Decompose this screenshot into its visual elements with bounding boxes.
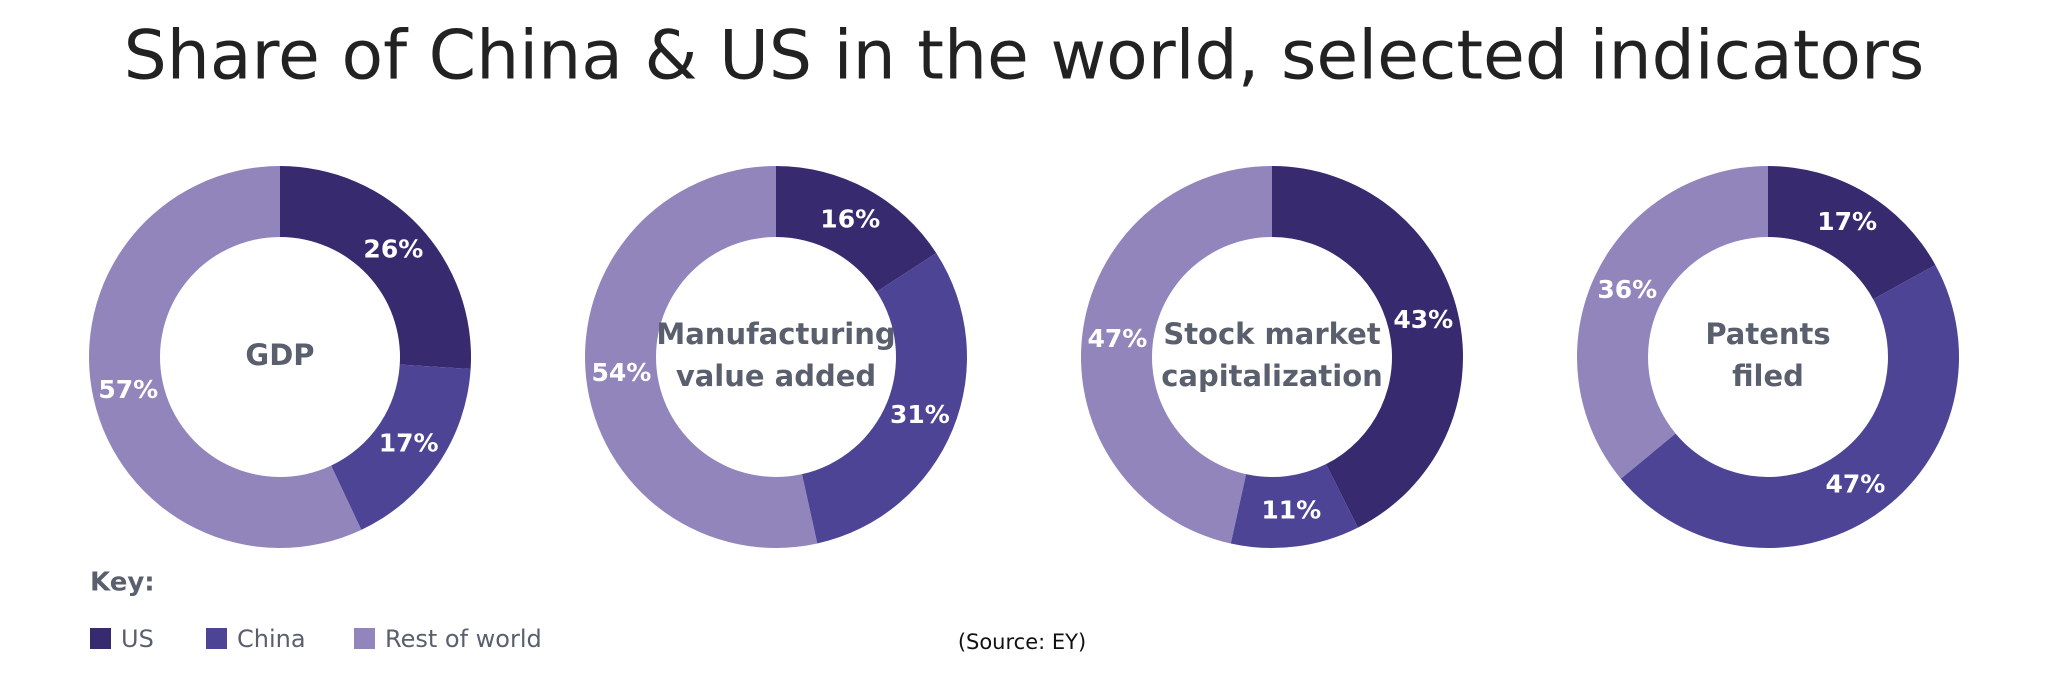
value-label: 17% [1817,207,1877,236]
legend-swatch [90,628,111,649]
center-label: Patents [1705,317,1830,351]
donut-slice [585,166,818,548]
value-label: 11% [1261,495,1321,524]
source: (Source: EY) [958,630,1086,654]
legend-label: Rest of world [385,625,542,653]
center-label: capitalization [1161,359,1383,393]
legend-title: Key: [90,568,155,598]
donut-slice [1230,464,1358,548]
center-label: Manufacturing [656,317,895,351]
donut-slice [776,166,937,292]
donut-slice [280,166,471,369]
value-label: 43% [1393,305,1453,334]
legend-label: China [237,625,306,653]
legend-swatch [354,628,375,649]
value-label: 16% [820,204,880,233]
donut-slice [1768,166,1936,300]
value-label: 54% [591,358,651,387]
center-label: Stock market [1163,317,1381,351]
legend-swatch [206,628,227,649]
center-label: value added [676,359,876,393]
donut-slice [89,166,362,548]
value-label: 26% [363,235,423,264]
value-label: 47% [1087,324,1147,353]
donut-slice [1576,166,1768,479]
legend-label: US [121,625,154,653]
chart-title: Share of China & US in the world, select… [124,17,1925,96]
donut-slice [1081,166,1272,544]
value-label: 36% [1597,275,1657,304]
value-label: 57% [98,375,158,404]
value-label: 17% [379,428,439,457]
value-label: 47% [1825,470,1885,499]
donut-slice [801,253,967,544]
value-label: 31% [890,400,950,429]
donut-slice [331,364,471,530]
center-label: GDP [245,338,314,372]
center-label: filed [1732,359,1804,393]
donut-slice [1620,264,1960,549]
donut-slice [1272,166,1463,528]
